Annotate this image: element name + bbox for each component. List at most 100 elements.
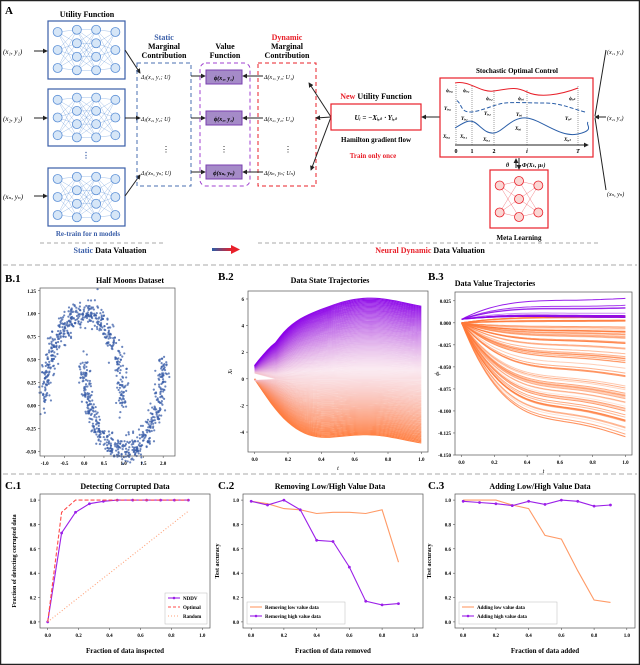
train-once-label: Train only once	[350, 152, 397, 160]
legend: NDDV Optimal Random	[164, 592, 208, 625]
data-point	[160, 357, 164, 360]
data-point	[131, 430, 135, 433]
y-tick-label: 0.4	[445, 572, 452, 577]
data-marker	[88, 502, 91, 506]
data-point	[62, 335, 65, 338]
data-point	[151, 406, 154, 409]
network-node	[71, 92, 82, 103]
x-axis-label: Fraction of data removed	[295, 647, 371, 655]
data-point	[50, 340, 53, 343]
data-point	[110, 437, 114, 441]
data-point	[138, 445, 142, 448]
value-cell	[205, 69, 243, 85]
y-tick-label: 1.0	[445, 499, 452, 504]
data-point	[56, 352, 59, 356]
chart-C-3: C.3 Adding Low/High Value Data 0.0 0.2 0.4 0.…	[427, 480, 636, 655]
data-point	[149, 425, 152, 428]
trajectory-line	[461, 322, 626, 349]
panel-label: C.3	[428, 480, 445, 492]
x-tick-label: 0.4	[318, 458, 325, 463]
data-point	[86, 306, 90, 309]
data-point	[49, 399, 53, 402]
y-tick-label: 0.6	[30, 548, 37, 553]
plot-area	[249, 498, 400, 607]
data-marker	[74, 510, 77, 514]
data-point	[131, 439, 134, 442]
trajectory-line	[254, 379, 422, 404]
data-point	[140, 461, 144, 464]
input-x2: (x₂, y₂)	[3, 115, 23, 123]
data-point	[93, 299, 97, 302]
static-mc-row: Δⱼ(x₂, y₂; U)	[140, 116, 170, 123]
data-point	[119, 358, 122, 361]
data-point	[86, 320, 90, 323]
ellipsis-vertical: ⋮	[82, 151, 90, 160]
data-point	[54, 341, 58, 345]
data-point	[117, 338, 121, 342]
x-tick-label: 0.4	[106, 634, 113, 639]
data-point	[78, 301, 82, 304]
data-point	[106, 438, 109, 441]
data-point	[95, 433, 98, 436]
x-axis-label: t	[543, 469, 545, 475]
data-point	[86, 379, 89, 382]
data-point	[97, 320, 100, 323]
data-point	[119, 365, 122, 368]
y-tick-label: -0.50	[26, 450, 37, 455]
data-point	[119, 442, 122, 445]
trajectory-line	[461, 322, 626, 355]
network-node	[71, 119, 82, 130]
data-point	[110, 449, 113, 452]
trajectory-line	[461, 322, 626, 339]
data-point	[43, 411, 46, 414]
data-point	[147, 423, 150, 426]
network-node	[110, 130, 121, 141]
chart-B-3: B.3 Data Value Trajectories 0.0 0.2 0.4 0.6 0.…	[428, 271, 633, 475]
data-point	[80, 371, 83, 374]
data-point	[79, 313, 82, 316]
data-point	[119, 393, 122, 397]
y-tick-label: 1.0	[233, 499, 240, 504]
retrain-label: Re-train for n models	[56, 230, 120, 238]
data-point	[100, 315, 103, 319]
data-point	[117, 440, 120, 443]
network-edge	[57, 190, 78, 216]
trajectory-line	[461, 322, 626, 349]
data-point	[124, 452, 127, 456]
trajectory-line	[254, 379, 422, 383]
y-axis-label: Test accuracy	[427, 544, 433, 579]
x-tick-label: 1.0	[622, 461, 629, 466]
network-node	[52, 112, 63, 123]
panel-label: C.1	[5, 480, 21, 492]
data-point	[85, 353, 88, 356]
trajectory-line	[461, 322, 626, 400]
soc-y-label: Yᵢ,ₜ	[565, 117, 572, 122]
trajectory-line	[461, 322, 626, 337]
data-marker	[60, 531, 64, 535]
x-tick-label: 0.6	[352, 458, 359, 463]
data-point	[119, 369, 122, 372]
trajectory-line	[461, 322, 626, 360]
dynamic-mc-box	[257, 62, 317, 187]
data-point	[96, 421, 99, 424]
data-point	[55, 333, 58, 336]
data-point	[86, 385, 89, 388]
network-edge	[57, 97, 78, 136]
trajectory-line	[254, 379, 422, 405]
panel-label: B.2	[218, 271, 234, 283]
trajectory-line	[254, 379, 422, 400]
data-point	[99, 312, 102, 315]
theta-label: θ	[506, 163, 510, 169]
data-point	[153, 416, 156, 419]
data-point	[125, 367, 128, 370]
data-marker	[461, 499, 465, 503]
data-point	[119, 378, 122, 381]
data-point	[63, 325, 66, 328]
data-point	[70, 324, 74, 327]
data-point	[167, 372, 170, 375]
chart-C-2: C.2 Removing Low/High Value Data 0.0 0.2 0.4…	[215, 480, 424, 655]
data-point	[96, 435, 99, 438]
x-tick-label: 0.0	[460, 634, 467, 639]
network-node	[52, 130, 63, 141]
data-point	[138, 442, 141, 445]
